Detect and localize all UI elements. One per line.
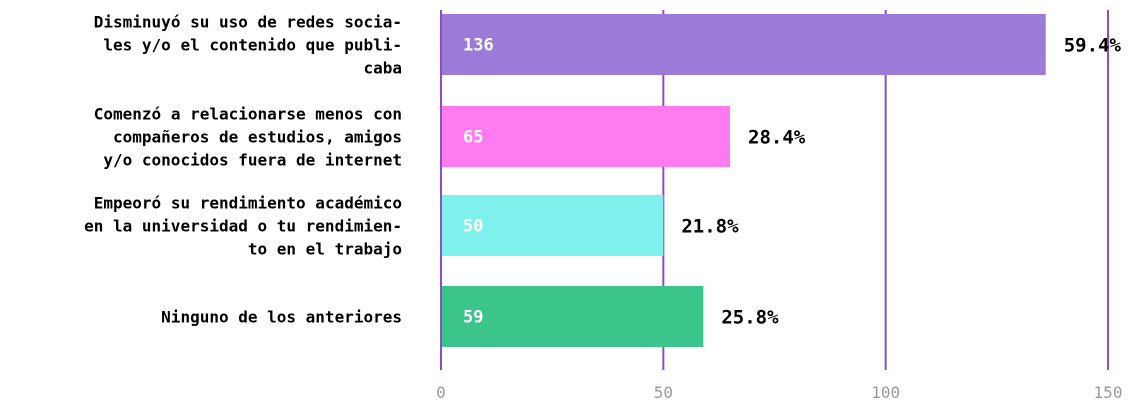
percent-label-0: 59.4%	[1064, 35, 1122, 57]
category-label-line: caba	[363, 59, 402, 78]
category-label-line: compañeros de estudios, amigos	[113, 128, 402, 147]
x-tick-label-100: 100	[871, 383, 900, 402]
bar-value-label-1: 65	[463, 128, 483, 148]
x-tick-label-50: 50	[654, 383, 673, 402]
percent-label-1: 28.4%	[748, 127, 806, 149]
percent-label-3: 25.8%	[721, 307, 779, 329]
category-label-line: y/o conocidos fuera de internet	[103, 151, 402, 170]
category-label-3: Ninguno de los anteriores	[161, 308, 402, 327]
x-tick-label-0: 0	[436, 383, 446, 402]
category-label-0: Disminuyó su uso de redes socia-les y/o …	[94, 13, 402, 78]
bar-value-label-2: 50	[463, 217, 483, 237]
category-label-line: Ninguno de los anteriores	[161, 308, 402, 327]
bar-3	[442, 286, 704, 347]
category-label-line: to en el trabajo	[248, 240, 402, 259]
bar-1	[442, 106, 731, 167]
bar-value-label-3: 59	[463, 308, 483, 328]
category-label-line: les y/o el contenido que publi-	[103, 36, 402, 55]
bar-2	[442, 195, 664, 256]
percent-label-2: 21.8%	[681, 216, 739, 238]
bar-0	[442, 14, 1046, 75]
x-tick-label-150: 150	[1094, 383, 1123, 402]
category-label-line: Disminuyó su uso de redes socia-	[94, 13, 402, 32]
category-label-line: Comenzó a relacionarse menos con	[94, 105, 402, 124]
category-label-1: Comenzó a relacionarse menos con compañer…	[94, 105, 402, 170]
category-label-2: Empeoró su rendimiento académico en la un…	[84, 194, 402, 259]
category-label-line: Empeoró su rendimiento académico	[94, 194, 402, 213]
bar-value-label-0: 136	[463, 36, 494, 56]
category-label-line: en la universidad o tu rendimien-	[84, 217, 402, 236]
